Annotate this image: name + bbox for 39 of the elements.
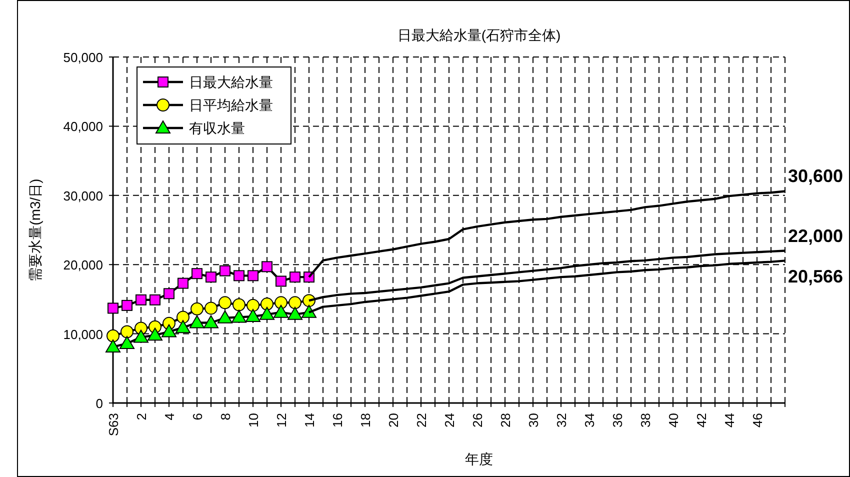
x-axis-title: 年度 [465,451,493,467]
x-tick-label: 2 [134,413,149,420]
x-tick-label: 24 [442,413,457,428]
data-label: 30,600 [788,166,843,186]
legend-label: 日最大給水量 [189,74,273,90]
x-tick-label: 10 [246,413,261,428]
x-tick-label: 16 [330,413,345,428]
y-tick-label: 10,000 [63,326,103,342]
data-label: 22,000 [788,226,843,246]
data-label: 20,566 [788,266,843,287]
x-tick-label: 22 [414,413,429,428]
y-tick-label: 30,000 [63,188,103,204]
legend-label: 日平均給水量 [189,97,273,113]
x-tick-label: 6 [190,413,205,420]
x-tick-label: 18 [358,413,373,428]
y-tick-label: 0 [96,396,103,411]
x-tick-label: 20 [386,413,401,428]
x-tick-label: 30 [526,413,541,428]
x-tick-label: 28 [498,413,513,428]
x-tick-label: 40 [666,413,681,428]
x-tick-label: 4 [162,413,177,420]
x-tick-label: 8 [218,413,233,420]
chart-title: 日最大給水量(石狩市全体) [397,27,561,43]
y-axis-title: 需要水量(m3/日) [27,178,43,282]
x-tick-label: 26 [470,413,485,428]
y-tick-label: 20,000 [63,258,103,273]
x-tick-label: 46 [750,413,765,428]
x-tick-label: 36 [610,413,625,428]
y-tick-label: 40,000 [63,119,103,134]
y-tick-label: 50,000 [63,50,103,65]
x-tick-label: 42 [694,413,709,428]
x-tick-label: 44 [722,413,737,428]
x-tick-label: 14 [302,413,317,428]
x-tick-label: 32 [554,413,569,428]
legend-label: 有収水量 [189,120,245,136]
x-tick-label: S63 [106,413,121,436]
x-tick-label: 38 [638,413,653,428]
x-tick-label: 12 [274,413,289,428]
x-tick-label: 34 [582,413,597,428]
